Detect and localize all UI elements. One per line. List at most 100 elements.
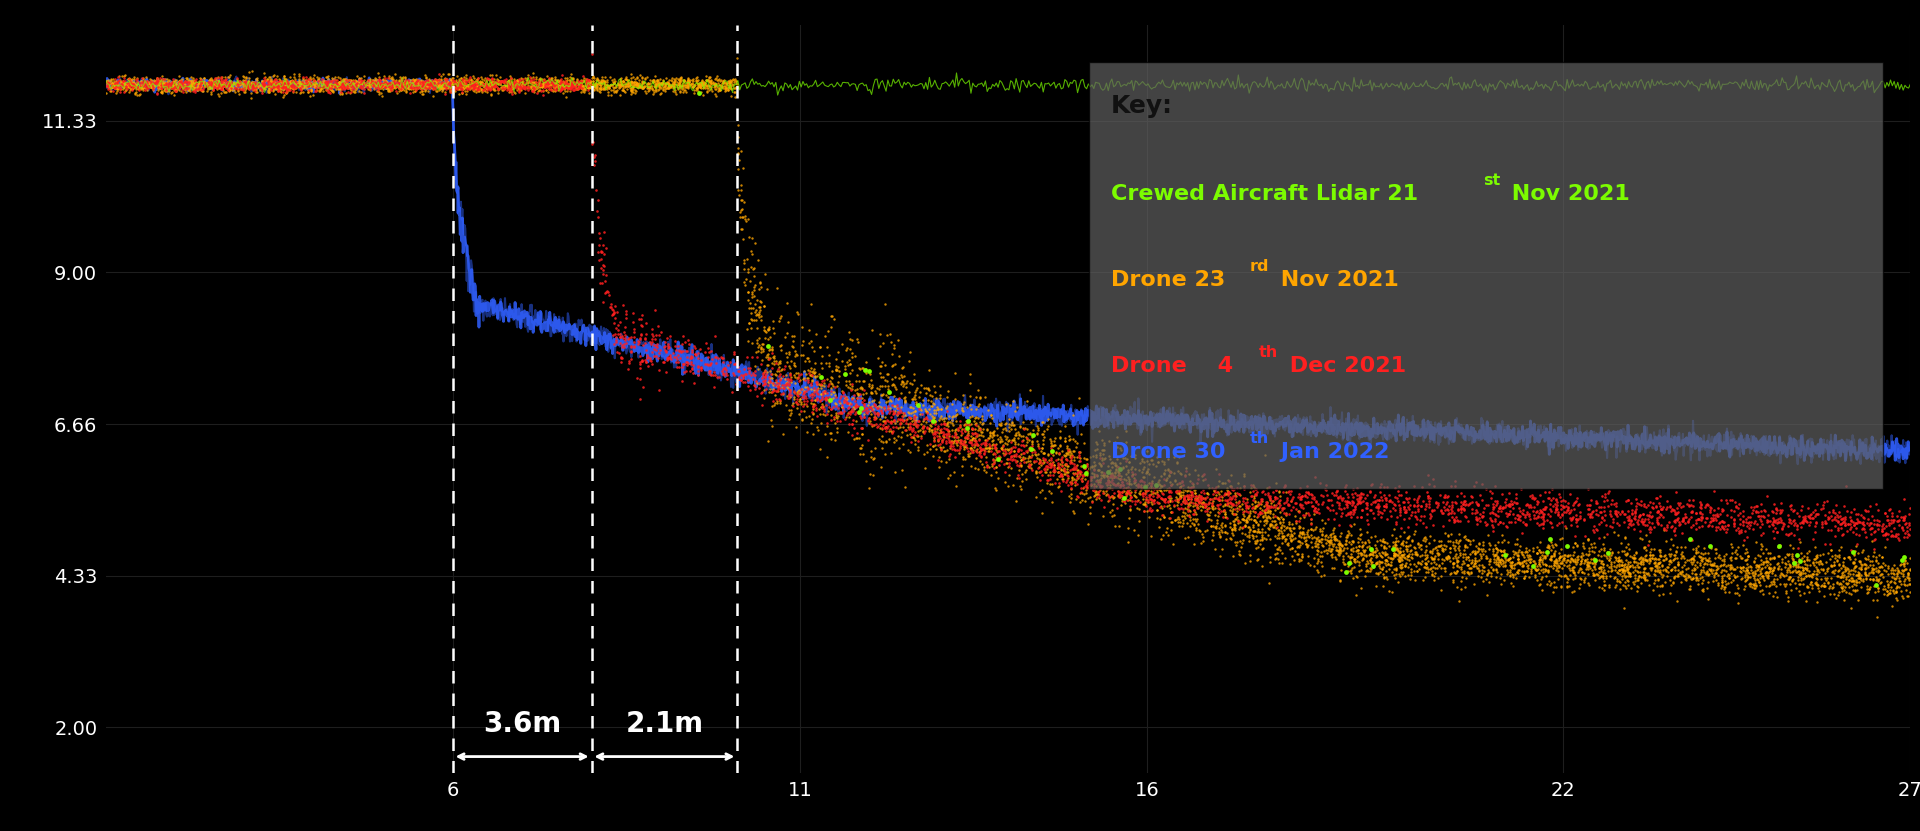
Point — [307, 76, 338, 89]
Point — [1584, 506, 1615, 519]
Point — [614, 83, 645, 96]
Point — [1572, 502, 1603, 515]
Point — [1112, 481, 1142, 494]
Point — [1064, 465, 1094, 479]
Point — [753, 378, 783, 391]
Point — [332, 79, 363, 92]
Point — [1440, 567, 1471, 580]
Point — [221, 76, 252, 90]
Point — [877, 377, 908, 391]
Point — [1874, 518, 1905, 531]
Point — [1175, 490, 1206, 504]
Point — [509, 79, 540, 92]
Point — [1223, 514, 1254, 528]
Point — [1461, 514, 1492, 527]
Point — [106, 77, 136, 91]
Point — [651, 77, 682, 91]
Point — [407, 76, 438, 89]
Point — [588, 248, 618, 261]
Point — [551, 81, 582, 94]
Point — [1043, 462, 1073, 475]
Point — [553, 81, 584, 95]
Point — [1327, 539, 1357, 553]
Point — [1146, 470, 1177, 483]
Point — [1862, 522, 1893, 535]
Point — [150, 76, 180, 90]
Point — [538, 71, 568, 85]
Point — [1402, 564, 1432, 578]
Point — [1789, 514, 1820, 527]
Point — [1594, 549, 1624, 563]
Point — [1586, 489, 1617, 503]
Point — [1340, 553, 1371, 566]
Point — [1242, 525, 1273, 538]
Point — [163, 75, 194, 88]
Point — [1423, 548, 1453, 561]
Point — [482, 72, 513, 86]
Point — [996, 453, 1027, 466]
Point — [741, 321, 772, 334]
Text: th: th — [1260, 345, 1279, 360]
Point — [1440, 548, 1471, 561]
Point — [1864, 568, 1895, 581]
Point — [1849, 557, 1880, 570]
Point — [555, 78, 586, 91]
Point — [1438, 556, 1469, 569]
Point — [1801, 563, 1832, 576]
Point — [797, 397, 828, 411]
Point — [895, 401, 925, 414]
Point — [267, 86, 298, 99]
Point — [1505, 546, 1536, 559]
Point — [146, 81, 177, 95]
Point — [1764, 568, 1795, 582]
Point — [1442, 514, 1473, 528]
Point — [816, 392, 847, 406]
Point — [545, 76, 576, 89]
Point — [109, 68, 140, 81]
Point — [543, 79, 574, 92]
Point — [173, 75, 204, 88]
Point — [998, 432, 1029, 445]
Point — [781, 398, 812, 411]
Point — [1004, 449, 1035, 462]
Point — [1663, 496, 1693, 509]
Point — [1613, 578, 1644, 592]
Point — [1260, 490, 1290, 504]
Point — [979, 441, 1010, 455]
Point — [1290, 497, 1321, 510]
Point — [415, 78, 445, 91]
Point — [1803, 581, 1834, 594]
Point — [998, 434, 1029, 447]
Point — [1150, 484, 1181, 497]
Point — [1438, 560, 1469, 573]
Point — [175, 78, 205, 91]
Point — [826, 390, 856, 403]
Point — [841, 426, 872, 440]
Point — [207, 81, 238, 95]
Point — [1319, 529, 1350, 543]
Point — [424, 74, 455, 87]
Point — [956, 410, 987, 423]
Point — [722, 81, 753, 95]
Point — [1217, 489, 1248, 503]
Point — [964, 448, 995, 461]
Point — [1578, 560, 1609, 573]
Point — [1077, 467, 1108, 480]
Point — [1102, 465, 1133, 478]
Point — [457, 79, 488, 92]
Point — [1498, 571, 1528, 584]
Point — [1870, 558, 1901, 572]
Point — [1680, 572, 1711, 585]
Point — [845, 381, 876, 394]
Point — [156, 86, 186, 100]
Point — [755, 352, 785, 366]
Point — [1745, 529, 1776, 542]
Point — [1446, 503, 1476, 516]
Point — [1119, 475, 1150, 488]
Point — [468, 83, 499, 96]
Point — [998, 440, 1029, 453]
Point — [929, 417, 960, 430]
Point — [1517, 567, 1548, 580]
Point — [538, 81, 568, 95]
Point — [102, 82, 132, 96]
